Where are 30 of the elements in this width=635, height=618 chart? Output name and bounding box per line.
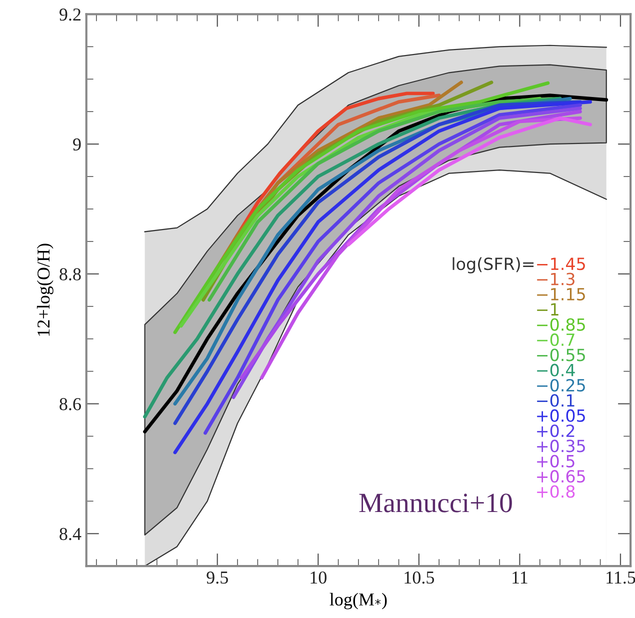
y-axis-title: 12+log(O/H) (36, 244, 54, 336)
x-tick-label: 10 (310, 571, 326, 584)
x-axis-title: log(M$_{*}$) (330, 592, 387, 610)
x-tick-label: 11.5 (606, 572, 635, 584)
legend-title: log(SFR)= (452, 257, 534, 274)
text: +0.5 (537, 454, 574, 468)
x-tick-label: 11 (512, 572, 528, 584)
text: −0.85 (537, 318, 585, 331)
y-tick-label: 9.2 (60, 8, 81, 21)
text: +0.35 (537, 440, 585, 452)
text: +0.05 (537, 409, 585, 422)
text: −1.15 (537, 288, 585, 301)
text: −0.4 (537, 364, 575, 376)
text: −1 (537, 303, 558, 316)
text: −0.7 (537, 333, 574, 346)
text: −0.1 (537, 394, 574, 407)
text: −0.55 (537, 348, 585, 362)
text: +0.8 (537, 485, 575, 498)
text: +0.65 (537, 470, 585, 483)
text: −1.45 (537, 258, 585, 270)
x-tick-label: 9.5 (206, 572, 228, 584)
text: −1.3 (537, 272, 574, 286)
annotation: Mannucci+10 (359, 494, 512, 512)
text: +0.2 (537, 424, 574, 438)
y-tick-label: 9 (73, 138, 81, 151)
y-tick-label: 8.4 (60, 528, 82, 540)
y-tick-label: 8.8 (60, 268, 81, 280)
text: −0.25 (537, 378, 585, 392)
x-tick-label: 10.5 (404, 571, 434, 584)
y-tick-label: 8.6 (60, 398, 81, 410)
